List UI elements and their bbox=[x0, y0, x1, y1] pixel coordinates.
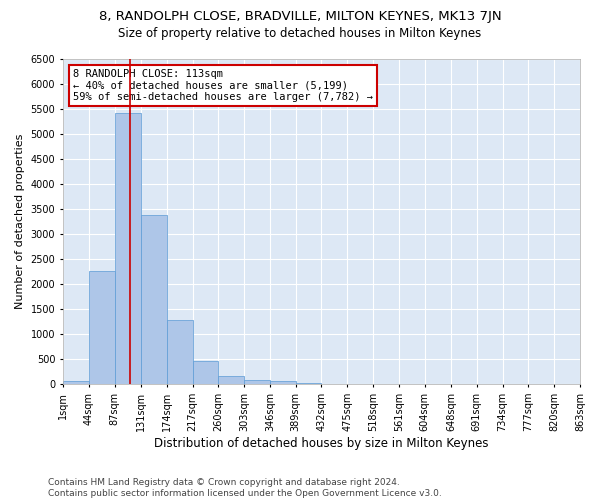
Bar bbox=[167, 320, 193, 384]
Bar bbox=[89, 270, 115, 384]
Bar bbox=[115, 112, 141, 384]
Text: 8, RANDOLPH CLOSE, BRADVILLE, MILTON KEYNES, MK13 7JN: 8, RANDOLPH CLOSE, BRADVILLE, MILTON KEY… bbox=[98, 10, 502, 23]
Bar bbox=[193, 360, 218, 384]
Text: Contains HM Land Registry data © Crown copyright and database right 2024.
Contai: Contains HM Land Registry data © Crown c… bbox=[48, 478, 442, 498]
Bar bbox=[218, 376, 244, 384]
Y-axis label: Number of detached properties: Number of detached properties bbox=[15, 134, 25, 310]
Text: 8 RANDOLPH CLOSE: 113sqm
← 40% of detached houses are smaller (5,199)
59% of sem: 8 RANDOLPH CLOSE: 113sqm ← 40% of detach… bbox=[73, 69, 373, 102]
Bar bbox=[63, 380, 89, 384]
Text: Size of property relative to detached houses in Milton Keynes: Size of property relative to detached ho… bbox=[118, 28, 482, 40]
Bar bbox=[244, 380, 270, 384]
Bar bbox=[270, 381, 296, 384]
Bar bbox=[296, 383, 322, 384]
X-axis label: Distribution of detached houses by size in Milton Keynes: Distribution of detached houses by size … bbox=[154, 437, 489, 450]
Bar bbox=[141, 215, 167, 384]
